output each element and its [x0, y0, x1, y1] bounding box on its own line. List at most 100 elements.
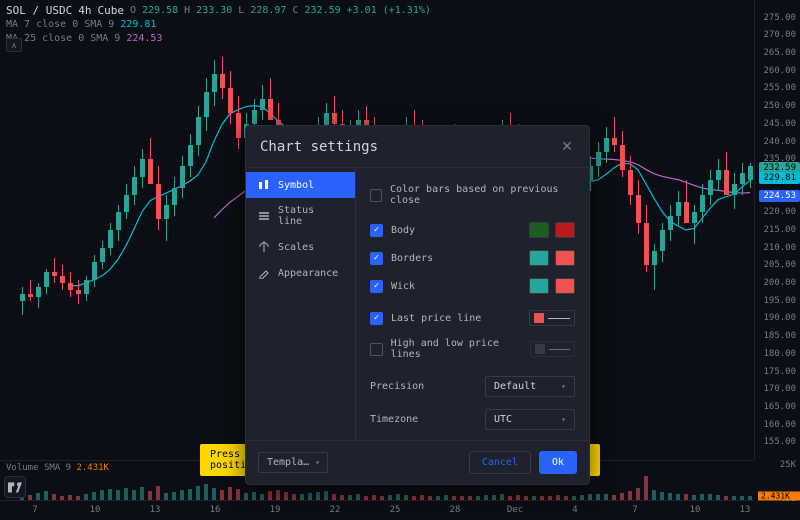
- ok-button[interactable]: Ok: [539, 451, 577, 474]
- price-axis[interactable]: 275.00270.00265.00260.00255.00250.00245.…: [754, 0, 800, 460]
- volume-bar: [132, 490, 136, 500]
- volume-bar: [660, 492, 664, 500]
- time-tick: 10: [90, 505, 101, 515]
- price-tick: 180.00: [763, 349, 796, 359]
- precision-label: Precision: [370, 381, 424, 392]
- checkbox-body[interactable]: ✓ Body: [370, 224, 415, 237]
- volume-ma-tag: 2.431K: [758, 492, 800, 501]
- checkbox-last-price[interactable]: ✓ Last price line: [370, 312, 481, 325]
- price-tick: 265.00: [763, 48, 796, 58]
- volume-bar: [156, 486, 160, 500]
- wick-up-swatch[interactable]: [529, 278, 549, 294]
- volume-bar: [620, 493, 624, 500]
- price-tick: 170.00: [763, 384, 796, 394]
- volume-bar: [44, 491, 48, 500]
- wick-down-swatch[interactable]: [555, 278, 575, 294]
- checkbox-icon: ✓: [370, 252, 383, 265]
- time-tick: 25: [390, 505, 401, 515]
- checkbox-label: Body: [391, 225, 415, 236]
- tab-status-line[interactable]: Status line: [246, 198, 355, 234]
- volume-bar: [220, 490, 224, 500]
- timezone-select[interactable]: UTC ▾: [485, 409, 575, 430]
- volume-bar: [268, 491, 272, 500]
- price-tick: 185.00: [763, 331, 796, 341]
- price-tick: 240.00: [763, 137, 796, 147]
- line-preview: [548, 318, 570, 319]
- template-select[interactable]: Templa… ▾: [258, 452, 328, 473]
- checkbox-label: High and low price lines: [391, 338, 531, 360]
- price-tick: 270.00: [763, 30, 796, 40]
- time-tick: 4: [572, 505, 577, 515]
- tab-label: Appearance: [278, 268, 338, 279]
- select-value: UTC: [494, 414, 512, 425]
- time-tick: 7: [632, 505, 637, 515]
- modal-header[interactable]: Chart settings ✕: [246, 126, 589, 168]
- body-up-swatch[interactable]: [529, 222, 549, 238]
- volume-bar: [628, 491, 632, 500]
- borders-color-swatches: [529, 250, 575, 266]
- time-tick: 13: [740, 505, 751, 515]
- volume-bar: [196, 486, 200, 500]
- volume-bar: [636, 488, 640, 500]
- tab-appearance[interactable]: Appearance: [246, 260, 355, 286]
- modal-sidebar: Symbol Status line Scales Appearance: [246, 168, 356, 440]
- volume-bar: [116, 490, 120, 500]
- volume-bar: [204, 484, 208, 500]
- timezone-label: Timezone: [370, 414, 418, 425]
- tradingview-logo[interactable]: [4, 476, 26, 498]
- volume-bar: [164, 493, 168, 500]
- cancel-button[interactable]: Cancel: [469, 451, 531, 474]
- checkbox-hilo[interactable]: High and low price lines: [370, 338, 530, 360]
- tab-scales[interactable]: Scales: [246, 234, 355, 260]
- modal-content: Color bars based on previous close ✓ Bod…: [356, 168, 589, 440]
- price-tag: 224.53: [759, 190, 800, 202]
- tab-symbol[interactable]: Symbol: [246, 172, 355, 198]
- time-axis[interactable]: 710131619222528Dec471013: [0, 500, 754, 520]
- tab-label: Status line: [278, 205, 343, 227]
- volume-bar: [36, 493, 40, 500]
- color-square: [535, 344, 545, 354]
- volume-bar: [652, 490, 656, 500]
- tab-label: Symbol: [278, 180, 314, 191]
- chevron-down-icon: ▾: [315, 458, 320, 467]
- row-body: ✓ Body: [370, 216, 575, 244]
- time-tick: 19: [270, 505, 281, 515]
- close-icon[interactable]: ✕: [559, 138, 575, 155]
- volume-bar: [276, 490, 280, 500]
- price-tick: 175.00: [763, 367, 796, 377]
- brush-icon: [258, 267, 270, 279]
- volume-bar: [172, 492, 176, 500]
- time-tick: 13: [150, 505, 161, 515]
- volume-bar: [284, 492, 288, 500]
- borders-down-swatch[interactable]: [555, 250, 575, 266]
- wick-color-swatches: [529, 278, 575, 294]
- checkbox-wick[interactable]: ✓ Wick: [370, 280, 415, 293]
- modal-footer: Templa… ▾ Cancel Ok: [246, 440, 589, 484]
- price-tick: 215.00: [763, 225, 796, 235]
- checkbox-color-prev-close[interactable]: Color bars based on previous close: [370, 184, 575, 206]
- time-tick: 22: [330, 505, 341, 515]
- volume-bar: [244, 493, 248, 500]
- checkbox-icon: ✓: [370, 280, 383, 293]
- volume-bar: [124, 488, 128, 500]
- row-borders: ✓ Borders: [370, 244, 575, 272]
- checkbox-icon: ✓: [370, 312, 383, 325]
- color-square: [534, 313, 544, 323]
- last-price-line-swatch[interactable]: [529, 310, 575, 326]
- volume-bar: [308, 493, 312, 500]
- hilo-line-swatch[interactable]: [530, 341, 575, 357]
- select-value: Templa…: [267, 457, 309, 468]
- volume-bar: [180, 490, 184, 500]
- body-down-swatch[interactable]: [555, 222, 575, 238]
- chevron-down-icon: ▾: [561, 415, 566, 424]
- checkbox-label: Borders: [391, 253, 433, 264]
- checkbox-borders[interactable]: ✓ Borders: [370, 252, 433, 265]
- precision-select[interactable]: Default ▾: [485, 376, 575, 397]
- borders-up-swatch[interactable]: [529, 250, 549, 266]
- price-tick: 205.00: [763, 260, 796, 270]
- volume-bar: [100, 490, 104, 500]
- row-timezone: Timezone UTC ▾: [370, 403, 575, 436]
- price-tick: 190.00: [763, 313, 796, 323]
- price-tick: 160.00: [763, 420, 796, 430]
- volume-tick: 25K: [780, 460, 796, 470]
